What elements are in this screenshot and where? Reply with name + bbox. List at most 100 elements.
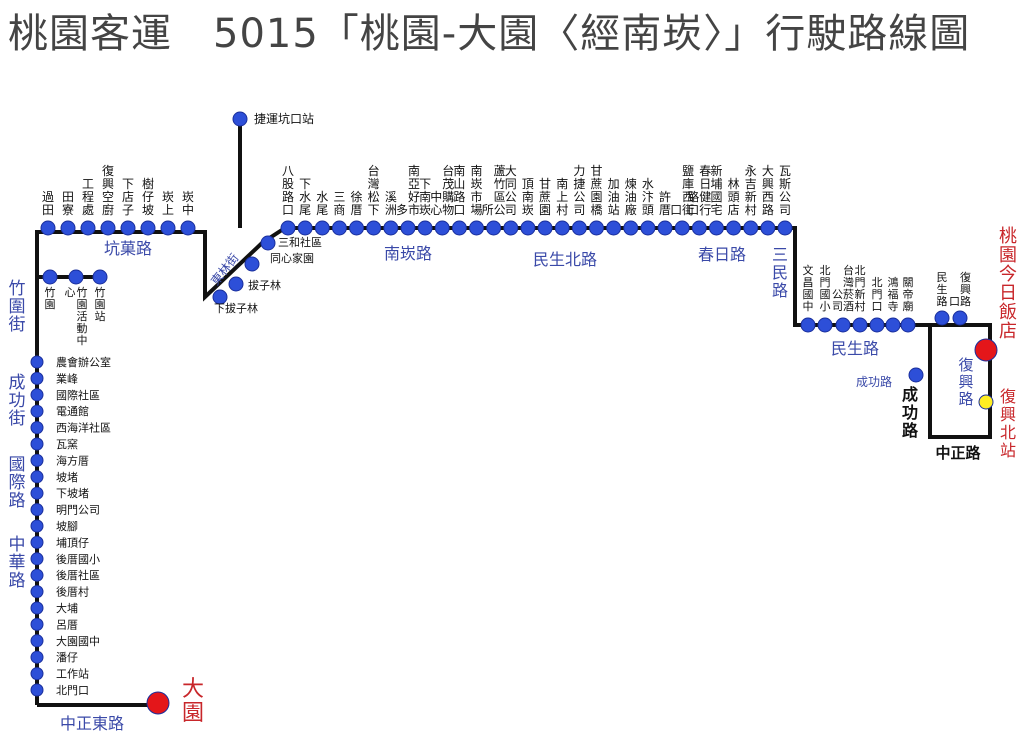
stop-label: 農會辦公室 <box>56 355 111 369</box>
stop-marker[interactable] <box>30 421 44 435</box>
stop-marker[interactable] <box>30 601 44 615</box>
stop-marker[interactable] <box>726 220 742 236</box>
stop-label: 大興西路 <box>762 164 774 217</box>
stop-marker[interactable] <box>691 220 707 236</box>
stop-label-branch: 捷運坑口站 <box>254 111 314 126</box>
stop-marker[interactable] <box>486 220 502 236</box>
stop-marker[interactable] <box>60 220 76 236</box>
stop-marker[interactable] <box>140 220 156 236</box>
stop-marker[interactable] <box>228 276 244 292</box>
stop-marker[interactable] <box>260 235 276 251</box>
stop-marker[interactable] <box>42 269 58 285</box>
stop-marker[interactable] <box>244 256 260 272</box>
stop-marker[interactable] <box>417 220 433 236</box>
stop-label: 坡腳 <box>56 520 78 533</box>
stop-marker[interactable] <box>366 220 382 236</box>
stop-marker[interactable] <box>434 220 450 236</box>
stop-marker[interactable] <box>30 388 44 402</box>
stop-marker[interactable] <box>30 519 44 533</box>
stop-label: 蘆竹區公 <box>494 164 506 217</box>
stop-label: 徐厝 <box>351 189 363 217</box>
stop-marker[interactable] <box>30 503 44 517</box>
stop-marker[interactable] <box>760 220 776 236</box>
stop-marker[interactable] <box>30 552 44 566</box>
stop-marker[interactable] <box>30 437 44 451</box>
stop-marker[interactable] <box>30 568 44 582</box>
stop-marker[interactable] <box>30 453 44 467</box>
stop-marker[interactable] <box>120 220 136 236</box>
stop-marker[interactable] <box>40 220 56 236</box>
stop-label: 西海洋社區 <box>56 421 111 435</box>
stop-marker[interactable] <box>934 310 950 326</box>
stop-marker[interactable] <box>232 111 248 127</box>
road-label: 成功街 <box>9 373 26 429</box>
stop-marker[interactable] <box>280 220 296 236</box>
stop-marker[interactable] <box>451 220 467 236</box>
stop-marker[interactable] <box>743 220 759 236</box>
stop-marker[interactable] <box>30 371 44 385</box>
stop-label: 北門口 <box>872 276 883 313</box>
stop-marker[interactable] <box>503 220 519 236</box>
stop-marker[interactable] <box>800 317 816 333</box>
stop-marker-fuxing-north[interactable] <box>978 394 994 410</box>
stop-marker[interactable] <box>777 220 793 236</box>
terminal-marker-taoyuan[interactable] <box>974 338 998 362</box>
stop-marker[interactable] <box>30 650 44 664</box>
stop-marker[interactable] <box>400 220 416 236</box>
stop-marker[interactable] <box>30 470 44 484</box>
stop-marker[interactable] <box>30 683 44 697</box>
stop-label: 溪洲 <box>385 190 397 217</box>
stop-marker[interactable] <box>160 220 176 236</box>
road-label: 民生路 <box>831 339 879 358</box>
stop-marker[interactable] <box>623 220 639 236</box>
stop-marker[interactable] <box>30 667 44 681</box>
stop-marker[interactable] <box>297 220 313 236</box>
stop-marker[interactable] <box>92 269 108 285</box>
stop-marker[interactable] <box>30 404 44 418</box>
stop-marker[interactable] <box>30 585 44 599</box>
stop-marker[interactable] <box>30 617 44 631</box>
stop-marker[interactable] <box>331 220 347 236</box>
stop-marker[interactable] <box>30 535 44 549</box>
stop-marker[interactable] <box>383 220 399 236</box>
stop-marker[interactable] <box>180 220 196 236</box>
stop-marker[interactable] <box>571 220 587 236</box>
stop-label: 春日健行 <box>699 164 711 217</box>
stop-label: 呂厝 <box>56 618 78 631</box>
stop-marker[interactable] <box>349 220 365 236</box>
stop-marker[interactable] <box>80 220 96 236</box>
stop-label: 下拔子林 <box>214 301 258 315</box>
stop-marker[interactable] <box>30 355 44 369</box>
stop-marker[interactable] <box>817 317 833 333</box>
stop-marker[interactable] <box>852 317 868 333</box>
stop-label: 海方厝 <box>56 453 89 467</box>
stop-label: 台灣松下 <box>368 163 380 217</box>
stop-marker[interactable] <box>314 220 330 236</box>
stop-marker[interactable] <box>657 220 673 236</box>
stop-label: 大同公司 <box>505 164 517 217</box>
road-label: 三民路 <box>772 245 788 300</box>
stop-marker[interactable] <box>835 317 851 333</box>
stop-marker[interactable] <box>606 220 622 236</box>
stop-label: 三和社區 <box>278 235 322 249</box>
stop-marker[interactable] <box>885 317 901 333</box>
stop-marker[interactable] <box>588 220 604 236</box>
stop-marker[interactable] <box>869 317 885 333</box>
stop-marker[interactable] <box>674 220 690 236</box>
stop-marker[interactable] <box>469 220 485 236</box>
stop-marker[interactable] <box>708 220 724 236</box>
stop-marker[interactable] <box>952 310 968 326</box>
terminal-marker-dayuan[interactable] <box>146 691 170 715</box>
stop-marker[interactable] <box>100 220 116 236</box>
stop-marker[interactable] <box>640 220 656 236</box>
stop-marker[interactable] <box>68 269 84 285</box>
stop-marker[interactable] <box>212 289 228 305</box>
stop-marker[interactable] <box>30 634 44 648</box>
stop-marker[interactable] <box>908 367 924 383</box>
stop-marker[interactable] <box>520 220 536 236</box>
stop-marker[interactable] <box>30 486 44 500</box>
stop-marker[interactable] <box>900 317 916 333</box>
stop-label: 煉油廠 <box>625 177 637 217</box>
stop-marker[interactable] <box>537 220 553 236</box>
stop-marker[interactable] <box>554 220 570 236</box>
